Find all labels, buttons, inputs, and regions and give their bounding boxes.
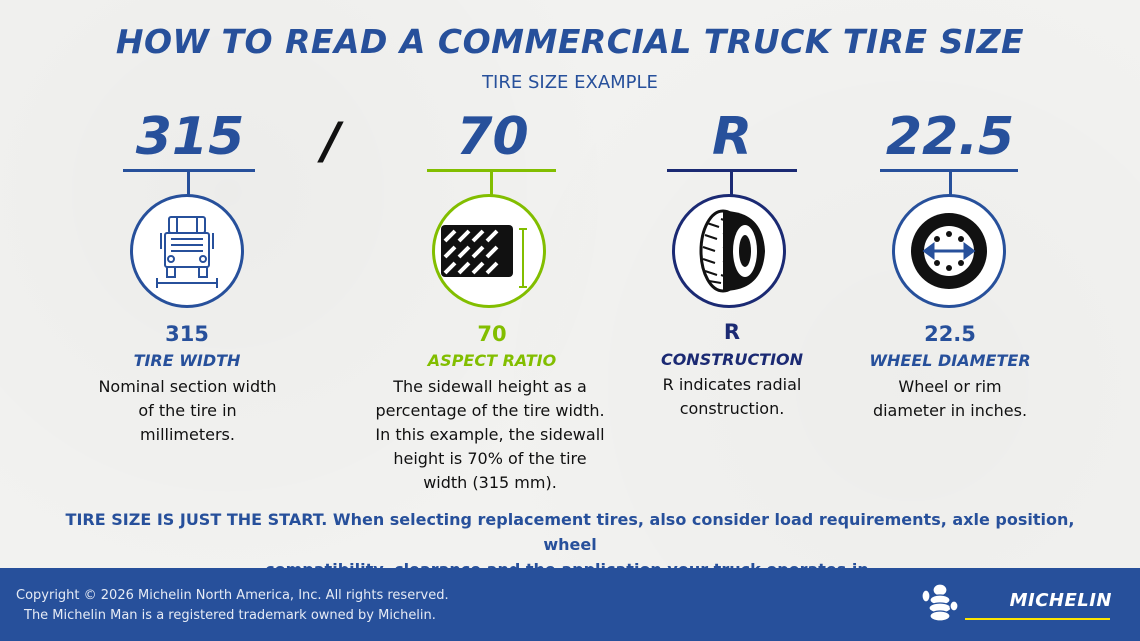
truck-front-icon xyxy=(156,216,218,288)
tire-tread-icon xyxy=(699,209,765,293)
michelin-logo: MICHELIN xyxy=(1009,590,1112,611)
aspect-ratio-label: ASPECT RATIO xyxy=(427,351,557,370)
tire-sidewall-icon xyxy=(441,225,527,288)
note-lead: TIRE SIZE IS JUST THE START. xyxy=(65,510,328,529)
tire-width-connector xyxy=(187,172,190,196)
construction-description: R indicates radial construction. xyxy=(662,375,802,418)
aspect-ratio-underline xyxy=(427,169,556,172)
footer-legal: Copyright © 2026 Michelin North America,… xyxy=(16,586,449,626)
note-line-1: When selecting replacement tires, also c… xyxy=(327,510,1075,554)
tire-width-label: TIRE WIDTH xyxy=(133,351,241,370)
aspect-ratio-code: 70 xyxy=(456,107,529,167)
page-title: HOW TO READ A COMMERCIAL TRUCK TIRE SIZE xyxy=(115,22,1025,61)
construction-connector xyxy=(730,172,733,196)
trademark-text: The Michelin Man is a registered tradema… xyxy=(24,608,436,623)
footer: Copyright © 2026 Michelin North America,… xyxy=(0,568,1140,641)
subtitle: TIRE SIZE EXAMPLE xyxy=(482,72,658,93)
michelin-man-icon xyxy=(921,583,958,622)
aspect-ratio-description: The sidewall height as a percentage of t… xyxy=(375,377,605,492)
tire-width-description: Nominal section width of the tire in mil… xyxy=(98,377,277,444)
construction-label: CONSTRUCTION xyxy=(660,350,804,369)
copyright-text: Copyright © 2026 Michelin North America,… xyxy=(16,588,449,603)
size-separator: / xyxy=(322,112,341,170)
aspect-ratio-circle xyxy=(432,194,546,308)
tire-width-underline xyxy=(123,169,255,172)
wheel-diameter-value: 22.5 xyxy=(924,322,976,346)
aspect-ratio-connector xyxy=(490,172,493,196)
wheel-diameter-connector xyxy=(949,172,952,196)
aspect-ratio-value: 70 xyxy=(477,322,507,346)
tire-width-value: 315 xyxy=(165,322,209,346)
tire-width-circle xyxy=(130,194,244,308)
wheel-diameter-description: Wheel or rim diameter in inches. xyxy=(872,377,1028,420)
wheel-diameter-label: WHEEL DIAMETER xyxy=(869,351,1031,370)
wheel-diameter-underline xyxy=(880,169,1018,172)
construction-underline xyxy=(667,169,797,172)
wheel-diameter-code: 22.5 xyxy=(885,107,1015,167)
construction-circle xyxy=(672,194,786,308)
tire-width-code: 315 xyxy=(135,107,245,167)
logo-underline xyxy=(965,618,1110,620)
wheel-icon xyxy=(911,213,987,289)
construction-code: R xyxy=(711,107,753,167)
construction-value: R xyxy=(723,320,741,344)
wheel-diameter-circle xyxy=(892,194,1006,308)
